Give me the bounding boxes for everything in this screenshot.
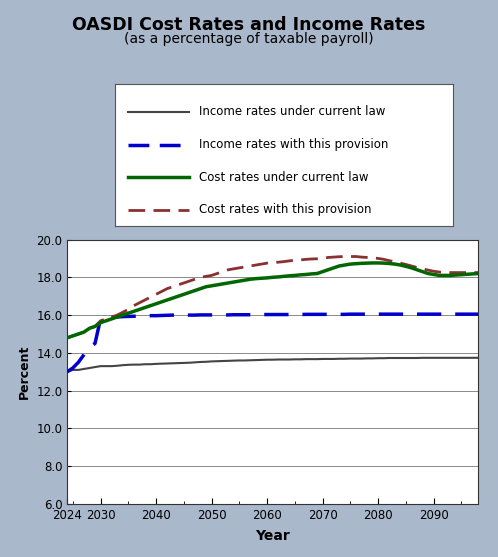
Text: Income rates under current law: Income rates under current law (199, 105, 385, 119)
Y-axis label: Percent: Percent (18, 345, 31, 399)
Text: Income rates with this provision: Income rates with this provision (199, 138, 388, 151)
Text: Cost rates with this provision: Cost rates with this provision (199, 203, 372, 217)
Text: OASDI Cost Rates and Income Rates: OASDI Cost Rates and Income Rates (72, 16, 426, 33)
X-axis label: Year: Year (255, 529, 290, 543)
Text: Cost rates under current law: Cost rates under current law (199, 171, 369, 184)
Text: (as a percentage of taxable payroll): (as a percentage of taxable payroll) (124, 32, 374, 46)
